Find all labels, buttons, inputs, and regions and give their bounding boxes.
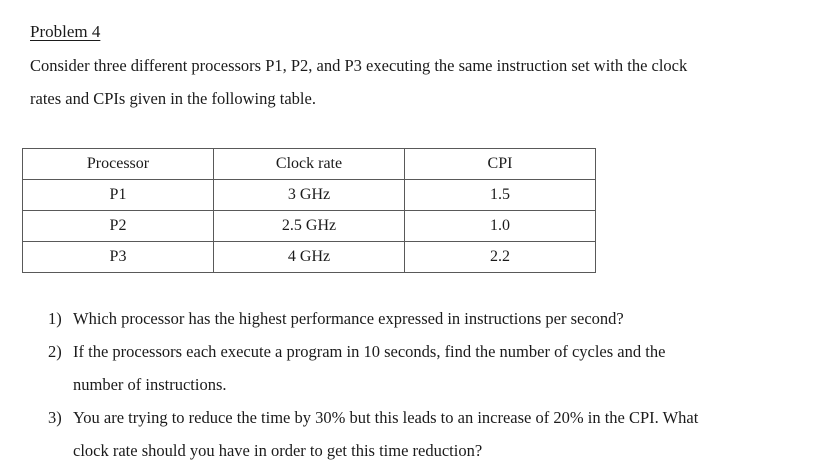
cell-cpi: 2.2 [404,241,596,273]
intro-line-2: rates and CPIs given in the following ta… [30,89,316,108]
table-row: P1 3 GHz 1.5 [22,179,596,211]
cell-clock-rate: 4 GHz [213,241,405,273]
cell-clock-rate: 2.5 GHz [213,210,405,242]
question-number: 2) [48,342,62,361]
question-2-line-2: number of instructions. [73,375,227,394]
question-item-1: 1) Which processor has the highest perfo… [48,302,793,335]
question-item-3: 3) You are trying to reduce the time by … [48,401,793,467]
question-1-line-1: Which processor has the highest performa… [73,309,624,328]
question-text: If the processors each execute a program… [73,335,793,401]
table-row: P3 4 GHz 2.2 [22,241,596,273]
cell-processor: P1 [22,179,214,211]
question-2-line-1: If the processors each execute a program… [73,342,666,361]
question-text: Which processor has the highest performa… [73,302,793,335]
cell-processor: P2 [22,210,214,242]
col-header-clock-rate: Clock rate [213,148,405,180]
question-3-line-1: You are trying to reduce the time by 30%… [73,408,699,427]
cell-cpi: 1.5 [404,179,596,211]
cell-cpi: 1.0 [404,210,596,242]
questions-list: 1) Which processor has the highest perfo… [48,302,793,467]
intro-paragraph: Consider three different processors P1, … [30,49,790,115]
question-number: 1) [48,309,62,328]
processor-spec-table: Processor Clock rate CPI P1 3 GHz 1.5 P2… [22,148,596,273]
problem-title: Problem 4 [30,22,101,41]
question-3-line-2: clock rate should you have in order to g… [73,441,483,460]
cell-clock-rate: 3 GHz [213,179,405,211]
table-header-row: Processor Clock rate CPI [22,148,596,180]
question-item-2: 2) If the processors each execute a prog… [48,335,793,401]
table-row: P2 2.5 GHz 1.0 [22,210,596,242]
question-text: You are trying to reduce the time by 30%… [73,401,793,467]
col-header-cpi: CPI [404,148,596,180]
cell-processor: P3 [22,241,214,273]
intro-line-1: Consider three different processors P1, … [30,56,688,75]
col-header-processor: Processor [22,148,214,180]
question-number: 3) [48,408,62,427]
